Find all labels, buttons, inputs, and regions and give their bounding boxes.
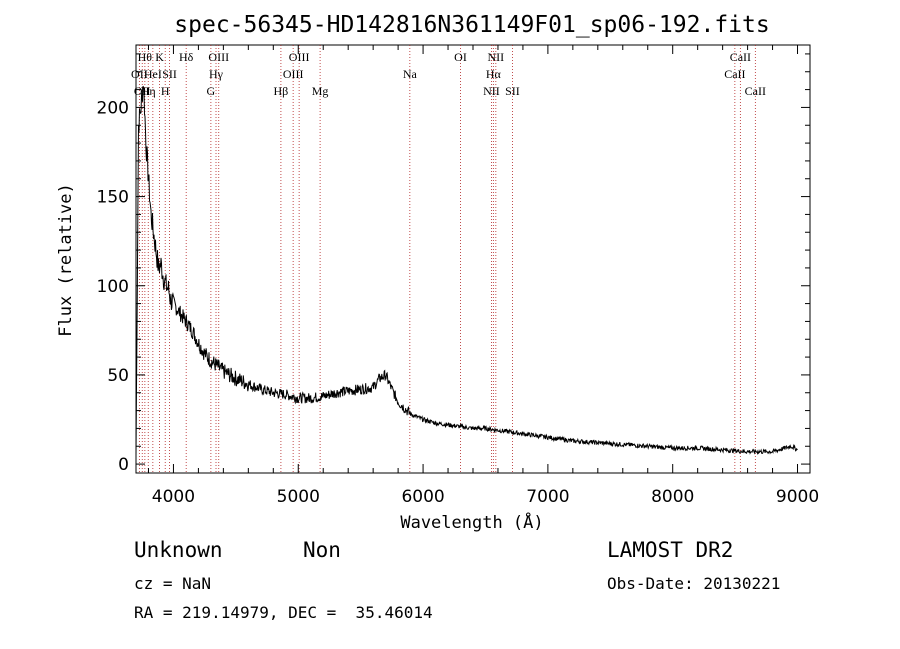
- spectrum-line: [135, 85, 798, 456]
- line-label: OIII: [289, 50, 310, 64]
- y-axis-label: Flux (relative): [56, 183, 76, 337]
- line-label: NII: [483, 84, 500, 98]
- y-tick-label: 200: [97, 98, 129, 118]
- y-tick-label: 0: [118, 455, 129, 475]
- line-label: SII: [505, 84, 520, 98]
- x-axis-label: Wavelength (Å): [400, 511, 543, 533]
- line-label: Mg: [312, 84, 329, 98]
- line-label: K: [155, 50, 164, 64]
- obs-date: Obs-Date: 20130221: [607, 574, 781, 593]
- line-label: OIII: [283, 67, 304, 81]
- line-label: H: [161, 84, 170, 98]
- line-label: Hα: [486, 67, 502, 81]
- line-label: SII: [162, 67, 177, 81]
- y-axis: 0 50 100 150 200: [97, 53, 810, 475]
- line-label: Na: [403, 67, 418, 81]
- line-label: CaII: [745, 84, 766, 98]
- line-label: CaII: [730, 50, 751, 64]
- line-label: NII: [488, 50, 505, 64]
- x-tick-label: 4000: [152, 487, 195, 507]
- line-label: G: [207, 84, 216, 98]
- line-label: OII: [131, 67, 148, 81]
- line-label: OIII: [208, 50, 229, 64]
- plot-frame: [135, 44, 811, 474]
- x-tick-label: 8000: [651, 487, 694, 507]
- line-label: Hθ: [138, 50, 153, 64]
- line-label: Hβ: [274, 84, 289, 98]
- line-labels: OIIOIIHθHηHeIKHSIIHδGHγOIIIHβOIIIOIIIMgN…: [131, 50, 766, 98]
- y-tick-label: 50: [107, 366, 129, 386]
- x-tick-label: 6000: [401, 487, 444, 507]
- y-tick-label: 150: [97, 188, 129, 208]
- line-label: CaII: [724, 67, 745, 81]
- survey-name: LAMOST DR2: [607, 538, 734, 562]
- line-label: OII: [134, 84, 151, 98]
- line-label: OI: [454, 50, 467, 64]
- line-label: HeI: [144, 67, 162, 81]
- x-axis: 4000 5000 6000 7000 8000 9000: [147, 45, 819, 507]
- x-tick-label: 7000: [526, 487, 569, 507]
- spectrum-chart: spec-56345-HD142816N361149F01_sp06-192.f…: [56, 12, 819, 533]
- line-label: Hγ: [209, 67, 224, 81]
- object-class: Unknown: [134, 538, 223, 562]
- y-tick-label: 100: [97, 277, 129, 297]
- x-tick-label: 5000: [277, 487, 320, 507]
- redshift-cz: cz = NaN: [134, 574, 212, 593]
- object-subclass: Non: [303, 538, 341, 562]
- line-markers: [138, 45, 756, 473]
- ra-dec: RA = 219.14979, DEC = 35.46014: [134, 603, 433, 622]
- line-label: Hδ: [179, 50, 194, 64]
- chart-title: spec-56345-HD142816N361149F01_sp06-192.f…: [174, 12, 769, 38]
- x-tick-label: 9000: [776, 487, 819, 507]
